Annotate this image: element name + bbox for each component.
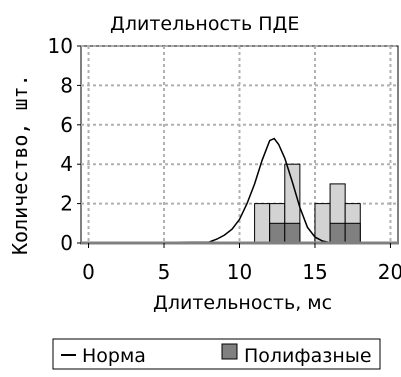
x-tick-label-3: 15 <box>302 260 327 284</box>
x-tick-label-4: 20 <box>378 260 401 284</box>
bar-series1-1 <box>284 222 301 244</box>
bar-series0-3 <box>314 203 331 244</box>
bar-series1-2 <box>329 222 346 244</box>
x-axis-label: Длительность, мс <box>153 292 332 314</box>
bars <box>254 163 361 244</box>
y-tick-label-4: 8 <box>60 73 73 97</box>
normal-curve <box>80 137 399 244</box>
x-tick-label-0: 0 <box>82 260 95 284</box>
legend: Норма Полифазные <box>52 338 381 370</box>
y-tick-label-3: 6 <box>60 113 73 137</box>
y-tick-label-5: 10 <box>48 34 73 58</box>
chart-title: Длительность ПДЕ <box>110 13 299 35</box>
y-tick-label-1: 2 <box>60 192 73 216</box>
legend-frame <box>52 338 381 370</box>
bar-series1-3 <box>344 222 361 244</box>
bar-series1-0 <box>269 222 286 244</box>
legend-box-marker <box>221 343 238 360</box>
series-line-2 <box>80 137 399 244</box>
x-tick-label-1: 5 <box>158 260 171 284</box>
y-tick-label-2: 4 <box>60 152 73 176</box>
x-axis-ticks: 0 5 10 15 20 <box>82 243 401 284</box>
legend-label-polyphasic: Полифазные <box>244 345 372 367</box>
y-tick-label-0: 0 <box>60 231 73 255</box>
legend-label-norma: Норма <box>82 345 146 367</box>
bar-series0-0 <box>254 203 271 244</box>
y-axis-ticks: 0 2 4 6 8 10 <box>48 34 81 255</box>
y-axis-label: Количество, шт. <box>8 74 32 255</box>
x-tick-label-2: 10 <box>227 260 252 284</box>
